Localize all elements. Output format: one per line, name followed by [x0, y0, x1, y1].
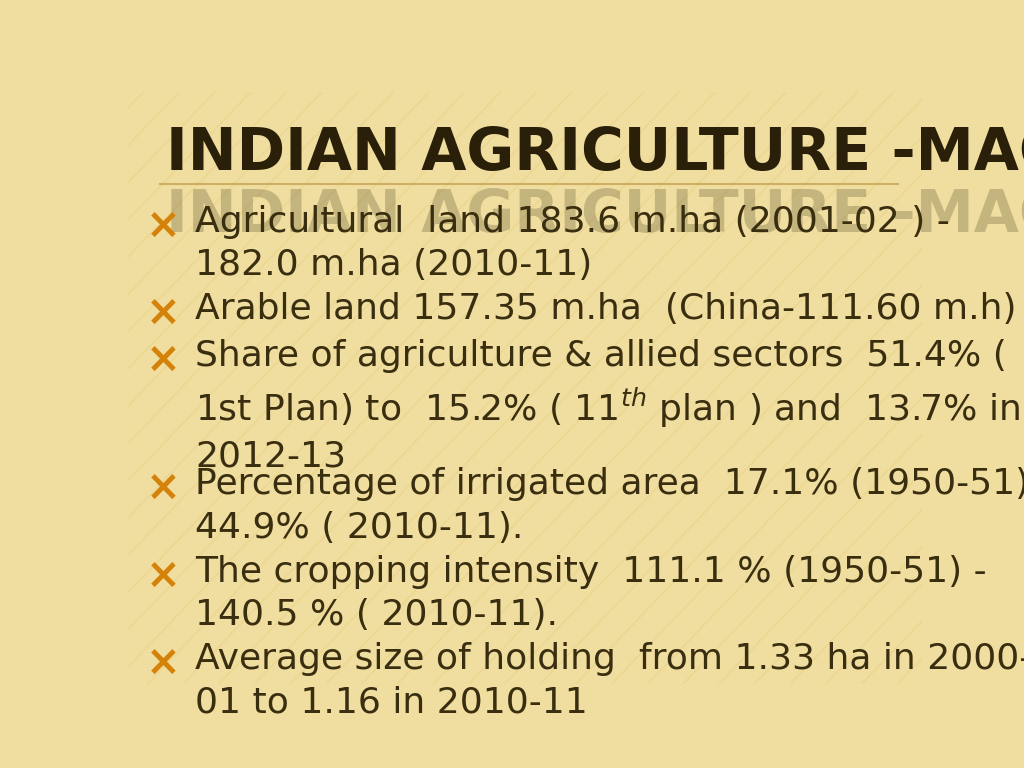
Text: ×: ×: [146, 467, 181, 509]
Text: ×: ×: [146, 292, 181, 334]
Text: Share of agriculture & allied sectors  51.4% (
1st Plan) to  15.2% ( 11$^{th}$ p: Share of agriculture & allied sectors 51…: [196, 339, 1020, 473]
Text: INDIAN AGRICULTURE -MACRO DIMENSIONS: INDIAN AGRICULTURE -MACRO DIMENSIONS: [166, 124, 1024, 182]
Text: Average size of holding  from 1.33 ha in 2000-
01 to 1.16 in 2010-11: Average size of holding from 1.33 ha in …: [196, 642, 1024, 720]
Text: Agricultural  land 183.6 m.ha (2001-02 ) -
182.0 m.ha (2010-11): Agricultural land 183.6 m.ha (2001-02 ) …: [196, 204, 950, 282]
Text: The cropping intensity  111.1 % (1950-51) -
140.5 % ( 2010-11).: The cropping intensity 111.1 % (1950-51)…: [196, 554, 987, 632]
Text: ×: ×: [146, 204, 181, 247]
Text: ×: ×: [146, 642, 181, 684]
Text: Percentage of irrigated area  17.1% (1950-51) -
44.9% ( 2010-11).: Percentage of irrigated area 17.1% (1950…: [196, 467, 1024, 545]
Text: Arable land 157.35 m.ha  (China-111.60 m.h): Arable land 157.35 m.ha (China-111.60 m.…: [196, 292, 1017, 326]
Text: ×: ×: [146, 339, 181, 382]
Text: INDIAN AGRICULTURE -MACRO DIMENSIONS: INDIAN AGRICULTURE -MACRO DIMENSIONS: [166, 187, 1024, 243]
Text: ×: ×: [146, 554, 181, 597]
